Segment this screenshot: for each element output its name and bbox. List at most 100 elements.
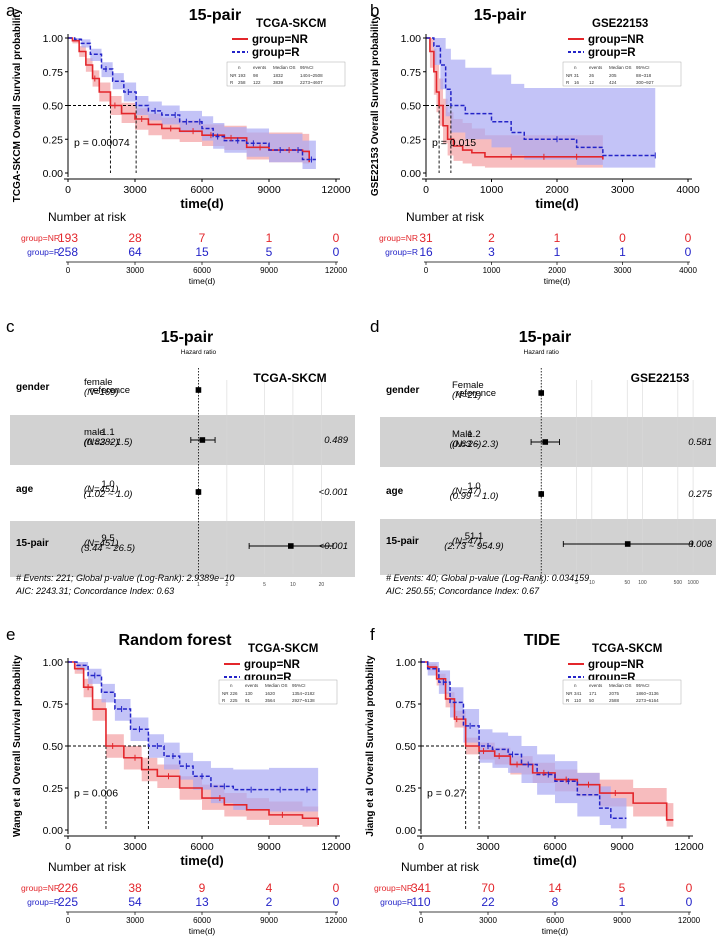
forest-n: (N=47) [452, 536, 481, 547]
risk-count-nr: 226 [58, 881, 78, 895]
hr-point [195, 387, 202, 393]
x-tick-label: 3000 [123, 841, 147, 853]
risk-count-r: 64 [128, 245, 142, 259]
forest-variable: 15-pair [386, 536, 419, 547]
forest-tick-label: 10 [589, 580, 595, 586]
summary-cell: 258 [238, 80, 246, 85]
forest-p-value: 0.581 [688, 437, 712, 448]
risk-tick-label: 0 [419, 916, 424, 925]
risk-row-label-nr: group=NR [21, 233, 60, 243]
y-axis-label: Jiang et al Overall Survival probability [365, 655, 376, 837]
summary-col-header: Median OS [273, 65, 296, 70]
x-tick-label: 2000 [545, 184, 569, 196]
summary-cell: 2273~4607 [300, 80, 323, 85]
summary-cell: 424 [609, 80, 617, 85]
risk-count-r: 1 [619, 895, 626, 909]
risk-table: Number at risk group=NR group=R 226 38 9 4 0 225… [21, 860, 348, 936]
km-curve-nr [421, 661, 674, 821]
risk-tick-label: 2000 [548, 266, 566, 275]
forest-ci: (3.44 ~ 26.5) [81, 543, 135, 554]
median-lines [421, 745, 480, 830]
chart-title: 15-pair [474, 7, 526, 24]
dataset-label: GSE22153 [592, 18, 648, 30]
y-axis-label: GSE22153 Overall Survival probability [370, 14, 381, 196]
x-tick-label: 0 [423, 184, 429, 196]
x-axis-label: time(d) [535, 196, 578, 211]
summary-col-header: events [253, 65, 267, 70]
risk-count-nr: 28 [128, 231, 142, 245]
risk-count-nr: 7 [199, 231, 206, 245]
risk-count-nr: 9 [199, 881, 206, 895]
summary-table-frame [562, 679, 682, 705]
risk-tick-label: 0 [66, 266, 71, 275]
km-panel-a: a 15-pair 0.00 0.25 0.50 0.75 1.00 0 3000 6000 900… [6, 1, 351, 286]
dataset-label: TCGA-SKCM [592, 643, 662, 655]
forest-level: Female [452, 380, 484, 391]
y-tick-label: 0.75 [401, 67, 422, 79]
ci-band-r [421, 662, 627, 829]
risk-count-nr: 38 [128, 881, 142, 895]
y-tick-label: 0.75 [43, 67, 64, 79]
summary-cell: 12 [589, 80, 595, 85]
hazard-ratio-header: Hazard ratio [181, 349, 217, 356]
x-tick-label: 9000 [257, 184, 281, 196]
summary-col-header: 95%CI [636, 65, 650, 70]
ci-band-r [68, 662, 319, 812]
summary-cell: 3564 [265, 698, 276, 703]
summary-cell: 1832 [273, 73, 284, 78]
y-tick-label: 1.00 [43, 657, 64, 669]
summary-cell: 110 [574, 698, 582, 703]
risk-tick-label: 12000 [325, 916, 348, 925]
p-value: p = 0.015 [432, 137, 476, 149]
chart-title: TIDE [524, 632, 561, 649]
panel-label: f [370, 625, 375, 644]
summary-cell: 50 [589, 698, 595, 703]
y-tick-label: 1.00 [43, 33, 64, 45]
summary-table-frame [218, 679, 338, 705]
x-tick-label: 4000 [676, 184, 700, 196]
forest-n: (N=26) [452, 439, 481, 450]
y-tick-label: 0.50 [43, 101, 64, 113]
summary-col-header: 95%CI [636, 683, 650, 688]
forest-level: female [84, 377, 113, 388]
risk-table: Number at risk group=NR group=R 193 28 7 1 0 258… [21, 210, 348, 286]
forest-hr: 1.2 [467, 429, 480, 440]
risk-tick-label: 1000 [483, 266, 501, 275]
summary-table: n events Median OS 95%CI NR 31 26 205 88~318 R 16 1… [562, 61, 682, 87]
risk-tick-label: 9000 [260, 266, 278, 275]
legend-label-r: group=R [588, 47, 636, 59]
summary-row-label: NR [566, 691, 573, 696]
summary-cell: 171 [589, 691, 597, 696]
risk-count-r: 0 [333, 895, 340, 909]
panel-label: d [370, 317, 379, 336]
risk-count-nr: 4 [266, 881, 273, 895]
km-curve-nr [68, 37, 310, 163]
y-tick-label: 1.00 [401, 33, 422, 45]
risk-row-label-r: group=R [27, 247, 60, 257]
forest-variable: gender [16, 382, 49, 393]
summary-cell: 341 [574, 691, 582, 696]
km-panel-e: e Random forest 0.00 0.25 0.50 0.75 1.00 0 3000 6… [6, 625, 351, 936]
ci-band-r [68, 38, 316, 169]
forest-n: (N=451) [84, 538, 119, 549]
x-tick-label: 1000 [480, 184, 504, 196]
summary-cell: 193 [238, 73, 246, 78]
risk-count-nr: 14 [548, 881, 562, 895]
risk-count-r: 0 [685, 245, 692, 259]
risk-tick-label: 12000 [678, 916, 701, 925]
legend-label-nr: group=NR [244, 659, 301, 671]
risk-axis-label: time(d) [544, 276, 571, 286]
km-curve-nr [426, 37, 604, 160]
x-tick-label: 0 [418, 841, 424, 853]
risk-count-r: 258 [58, 245, 78, 259]
risk-count-r: 3 [488, 245, 495, 259]
forest-ci: (0.83 ~ 1.5) [84, 437, 133, 448]
risk-count-nr: 0 [333, 231, 340, 245]
x-tick-label: 12000 [321, 841, 350, 853]
summary-table-frame [226, 61, 346, 87]
summary-col-header: events [245, 683, 259, 688]
forest-hr: reference [456, 388, 496, 399]
forest-p-value: <0.001 [319, 487, 348, 498]
